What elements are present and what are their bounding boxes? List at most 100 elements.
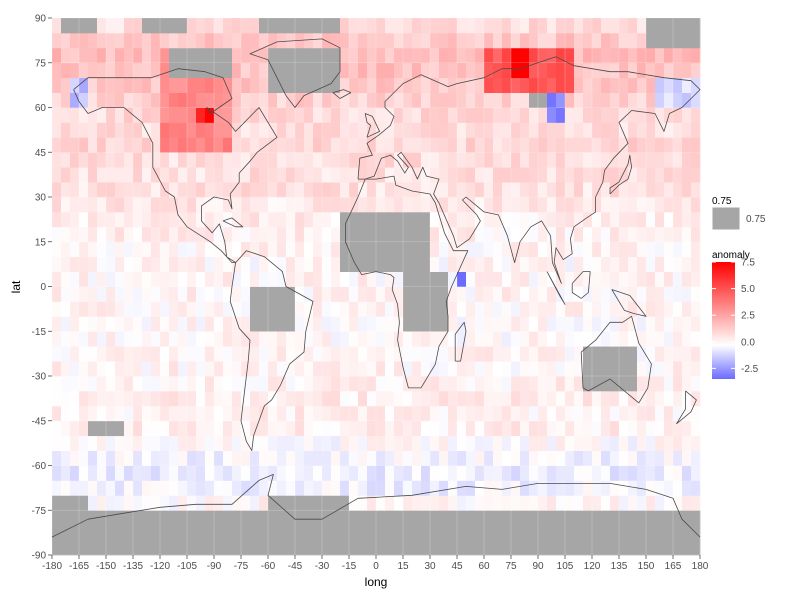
- heatmap-cell: [106, 540, 116, 556]
- heatmap-cell: [637, 167, 647, 183]
- heatmap-cell: [466, 465, 476, 481]
- heatmap-cell: [394, 32, 404, 49]
- heatmap-cell: [628, 316, 638, 332]
- heatmap-cell: [646, 301, 656, 317]
- heatmap-cell: [610, 241, 620, 258]
- heatmap-cell: [349, 376, 359, 392]
- heatmap-cell: [160, 256, 170, 272]
- heatmap-cell: [565, 286, 575, 302]
- heatmap-cell: [655, 47, 665, 64]
- heatmap-cell: [655, 152, 665, 168]
- heatmap-cell: [52, 256, 62, 272]
- heatmap-cell: [403, 47, 413, 64]
- heatmap-cell: [394, 450, 404, 466]
- heatmap-cell: [187, 346, 197, 362]
- x-tick-label: -180: [42, 561, 62, 572]
- heatmap-cell: [466, 510, 476, 526]
- heatmap-cell: [349, 271, 359, 287]
- colorbar-label: 5.0: [741, 284, 755, 295]
- heatmap-cell: [385, 167, 395, 183]
- heatmap-cell: [439, 137, 449, 153]
- heatmap-cell: [88, 465, 98, 481]
- heatmap-cell: [511, 226, 521, 243]
- heatmap-cell: [619, 435, 629, 451]
- heatmap-cell: [592, 301, 602, 317]
- heatmap-cell: [232, 390, 242, 407]
- heatmap-cell: [448, 122, 458, 138]
- heatmap-cell: [295, 390, 305, 407]
- heatmap-cell: [232, 420, 242, 437]
- heatmap-cell: [439, 18, 449, 34]
- heatmap-cell: [313, 331, 323, 347]
- heatmap-cell: [484, 331, 494, 347]
- heatmap-cell: [466, 286, 476, 302]
- heatmap-cell: [646, 390, 656, 407]
- heatmap-cell: [439, 420, 449, 437]
- heatmap-cell: [646, 107, 656, 123]
- heatmap-cell: [124, 152, 134, 168]
- heatmap-cell: [232, 137, 242, 153]
- heatmap-cell: [484, 47, 494, 64]
- heatmap-cell: [340, 137, 350, 153]
- heatmap-cell: [151, 331, 161, 347]
- heatmap-cell: [439, 182, 449, 198]
- heatmap-cell: [655, 122, 665, 138]
- heatmap-cell: [601, 465, 611, 481]
- heatmap-cell: [106, 77, 116, 93]
- heatmap-cell: [313, 32, 323, 49]
- heatmap-cell: [538, 226, 548, 243]
- heatmap-cell: [295, 211, 305, 228]
- heatmap-cell: [259, 62, 269, 79]
- heatmap-cell: [529, 137, 539, 153]
- heatmap-cell: [655, 525, 665, 541]
- heatmap-cell: [385, 152, 395, 168]
- heatmap-cell: [484, 495, 494, 511]
- heatmap-cell: [421, 465, 431, 481]
- heatmap-cell: [187, 122, 197, 138]
- heatmap-cell: [142, 77, 152, 93]
- heatmap-cell: [664, 495, 674, 511]
- heatmap-cell: [151, 420, 161, 437]
- heatmap-cell: [421, 405, 431, 422]
- heatmap-cell: [646, 77, 656, 93]
- heatmap-cell: [556, 107, 566, 123]
- heatmap-cell: [475, 405, 485, 422]
- heatmap-cell: [448, 301, 458, 317]
- heatmap-cell: [52, 435, 62, 451]
- heatmap-cell: [520, 107, 530, 123]
- heatmap-cell: [628, 286, 638, 302]
- heatmap-cell: [340, 495, 350, 511]
- heatmap-cell: [592, 435, 602, 451]
- heatmap-cell: [214, 361, 224, 377]
- heatmap-cell: [466, 92, 476, 108]
- heatmap-cell: [628, 480, 638, 496]
- heatmap-cell: [79, 182, 89, 198]
- heatmap-cell: [682, 525, 692, 541]
- heatmap-cell: [196, 510, 206, 526]
- heatmap-cell: [133, 182, 143, 198]
- heatmap-cell: [466, 62, 476, 79]
- heatmap-cell: [556, 32, 566, 49]
- heatmap-cell: [250, 107, 260, 123]
- heatmap-cell: [466, 167, 476, 183]
- heatmap-cell: [331, 435, 341, 451]
- heatmap-cell: [646, 286, 656, 302]
- heatmap-cell: [106, 390, 116, 407]
- heatmap-cell: [556, 286, 566, 302]
- heatmap-cell: [664, 211, 674, 228]
- heatmap-cell: [520, 137, 530, 153]
- heatmap-cell: [313, 495, 323, 511]
- heatmap-cell: [403, 405, 413, 422]
- heatmap-cell: [349, 122, 359, 138]
- heatmap-cell: [160, 495, 170, 511]
- heatmap-cell: [556, 510, 566, 526]
- heatmap-cell: [268, 152, 278, 168]
- heatmap-cell: [214, 376, 224, 392]
- heatmap-cell: [691, 256, 701, 272]
- heatmap-cell: [628, 152, 638, 168]
- heatmap-cell: [412, 182, 422, 198]
- heatmap-cell: [70, 420, 80, 437]
- heatmap-cell: [430, 525, 440, 541]
- heatmap-cell: [673, 405, 683, 422]
- heatmap-cell: [430, 92, 440, 108]
